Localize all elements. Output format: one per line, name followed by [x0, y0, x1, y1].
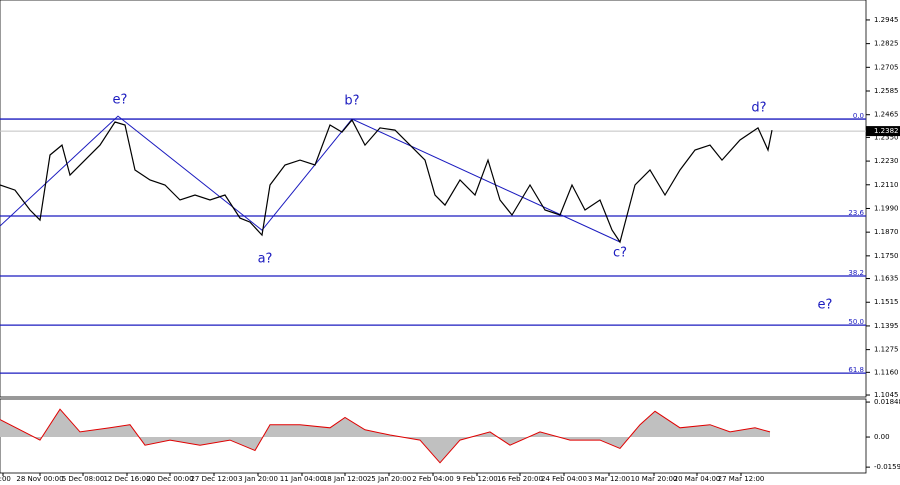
price-tag — [866, 126, 900, 137]
x-tick-label: 2 Feb 04:00 — [412, 475, 453, 483]
x-tick-label: 3 Jan 20:00 — [238, 475, 278, 483]
y-tick-label: 1.1870 — [874, 228, 899, 236]
y-tick-label: 1.2110 — [874, 181, 899, 189]
x-tick-label: 5 Dec 08:00 — [62, 475, 105, 483]
y-tick-label: 1.1635 — [874, 275, 899, 283]
y-tick-label: 1.2230 — [874, 157, 899, 165]
y-tick-label: 1.1395 — [874, 322, 899, 330]
price-line-series — [0, 118, 773, 244]
wave-label: c? — [613, 245, 627, 260]
y-tick-label: 1.2465 — [874, 111, 899, 119]
y-tick-label: 1.1275 — [874, 346, 899, 354]
x-tick-label: 16 Feb 20:00 — [497, 475, 543, 483]
wave-label: a? — [258, 251, 273, 266]
y-tick-label: 1.1990 — [874, 204, 899, 212]
x-tick-label: 20 Dec 00:00 — [146, 475, 193, 483]
x-tick-label: 11 Jan 04:00 — [280, 475, 324, 483]
x-tick-label: 27 Dec 12:00 — [190, 475, 237, 483]
y-tick-label: 1.2350 — [874, 133, 899, 141]
osc-tick-label: 0.00 — [874, 433, 890, 441]
x-tick-label: 20 Mar 04:00 — [674, 475, 721, 483]
wave-label: e? — [113, 92, 128, 107]
oscillator-area — [0, 409, 770, 463]
x-tick-label: 24 Feb 04:00 — [541, 475, 587, 483]
fib-label: 0.0 — [853, 112, 864, 120]
x-tick-label: 27 Mar 12:00 — [718, 475, 765, 483]
oscillator-line — [0, 408, 771, 464]
y-tick-label: 1.2945 — [874, 16, 899, 24]
fib-label: 38.2 — [848, 269, 864, 277]
price-tag-label: 1.2382 — [874, 127, 899, 135]
fib-label: 61.8 — [848, 366, 864, 374]
osc-tick-label: 0.01848 — [874, 398, 900, 406]
y-tick-label: 1.1750 — [874, 252, 899, 260]
x-tick-label: 12 Dec 16:00 — [103, 475, 150, 483]
fib-label: 50.0 — [848, 318, 864, 326]
y-tick-label: 1.1515 — [874, 298, 899, 306]
x-tick-label: 28 Nov 00:00 — [16, 475, 63, 483]
x-tick-label: 9 Feb 12:00 — [456, 475, 497, 483]
y-tick-label: 1.2705 — [874, 63, 899, 71]
y-tick-label: 1.2825 — [874, 40, 899, 48]
y-tick-label: 1.2585 — [874, 87, 899, 95]
x-tick-label: 25 Jan 20:00 — [367, 475, 411, 483]
x-tick-label: 18 Jan 12:00 — [323, 475, 367, 483]
x-tick-label: 10 Mar 20:00 — [631, 475, 678, 483]
wave-label: e? — [818, 298, 833, 313]
y-tick-label: 1.1045 — [874, 391, 899, 399]
y-tick-label: 1.1160 — [874, 368, 899, 376]
wave-label: b? — [344, 93, 359, 108]
x-tick-label: 6:00 — [0, 475, 11, 483]
x-tick-label: 3 Mar 12:00 — [588, 475, 630, 483]
wave-line — [0, 115, 621, 243]
fib-label: 23.6 — [848, 209, 864, 217]
main-frame — [0, 0, 867, 398]
wave-label: d? — [751, 100, 766, 115]
osc-tick-label: -0.0159 — [874, 463, 900, 471]
